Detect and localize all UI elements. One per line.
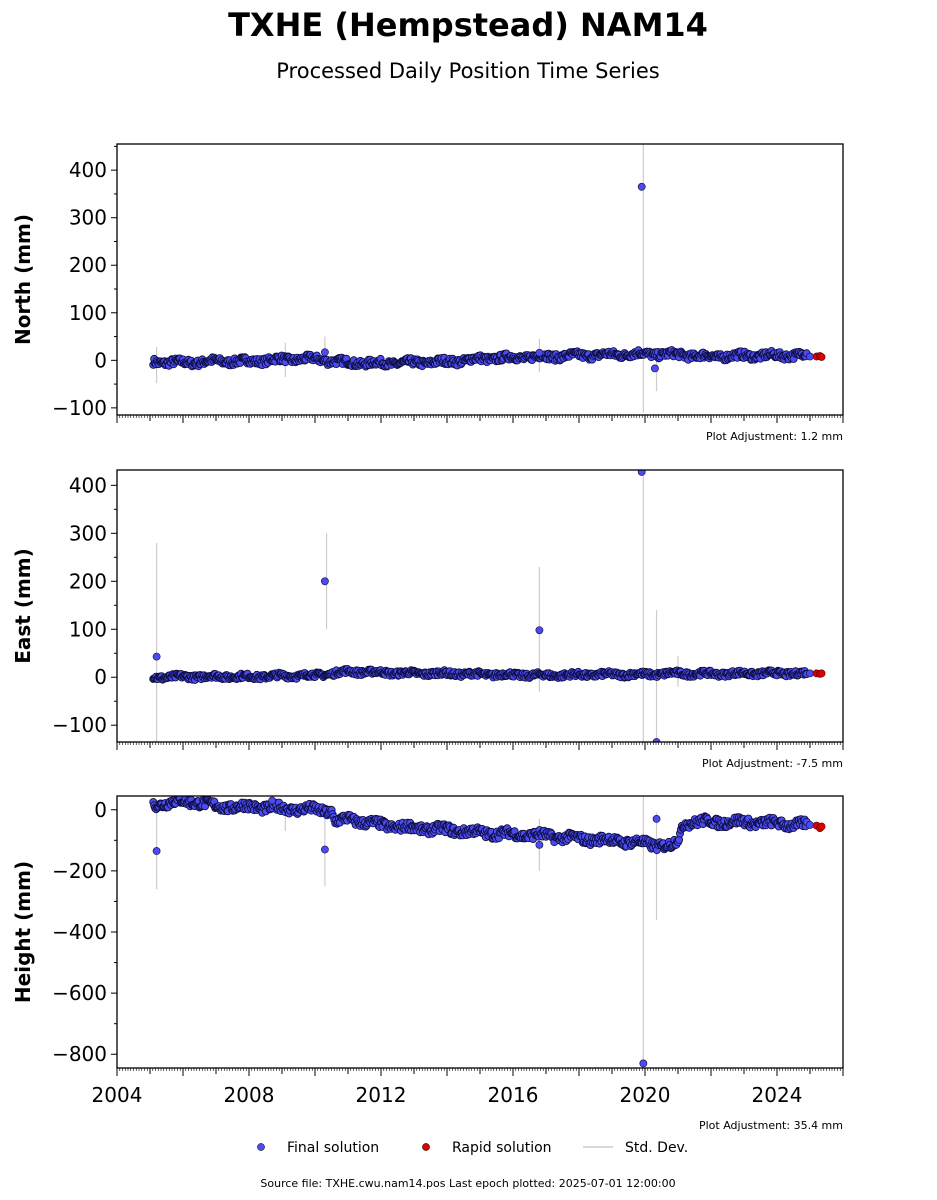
panels: −100 0 100 200 300 400 North (mm) Plot Adjustme… [11,143,844,1132]
final-point [651,364,659,373]
y-tick-label: 100 [69,617,107,641]
legend-entry: Final solution [257,1140,379,1156]
final-point [320,845,329,854]
y-tick-label: −200 [52,859,107,883]
x-tick-label: 2004 [92,1083,143,1107]
plot-frame [116,795,844,1069]
final-point [806,352,814,361]
x-tick-label: 2016 [488,1083,539,1107]
y-axis-label: Height (mm) [11,861,35,1003]
final-point [152,847,161,855]
x-tick-label: 2008 [224,1083,275,1107]
panel-north: −100 0 100 200 300 400 North (mm) Plot Adjustme… [11,143,844,443]
final-point [639,1059,648,1068]
rapid-point [817,822,826,831]
y-axis-label: North (mm) [11,214,35,345]
legend-label: Rapid solution [452,1140,552,1156]
chart-subtitle: Processed Daily Position Time Series [276,59,660,83]
legend-entry: Rapid solution [422,1140,552,1156]
final-point [320,348,329,357]
plot-area [149,144,826,413]
y-tick-label: −100 [52,396,107,420]
plot-area [149,470,826,742]
plot-adjustment-note: Plot Adjustment: 1.2 mm [706,430,843,443]
panel-height: −800 −600 −400 −200 0 2004 2008 2012 2016 2020 202… [11,795,844,1132]
y-axis-label: East (mm) [11,548,35,664]
y-tick-label: 300 [69,521,107,545]
final-point [806,669,814,678]
x-tick-label: 2012 [356,1083,407,1107]
plot-adjustment-note: Plot Adjustment: 35.4 mm [699,1119,843,1132]
x-tick-label: 2024 [752,1083,803,1107]
final-point [268,796,276,805]
y-tick-label: 100 [69,301,107,325]
final-point [652,738,661,742]
final-point [535,840,544,849]
legend-marker [422,1143,430,1151]
legend: Final solution Rapid solution Std. Dev. [257,1140,688,1156]
y-tick-label: 400 [69,158,107,182]
panel-east: −100 0 100 200 300 400 East (mm) Plot Adjustmen… [11,469,844,770]
final-point [152,652,161,661]
final-point [652,815,661,823]
chart-title: TXHE (Hempstead) NAM14 [228,6,708,44]
y-tick-label: 0 [94,348,107,372]
plot-frame [116,143,844,416]
y-tick-label: 400 [69,473,107,497]
rapid-point [817,353,826,361]
y-tick-label: −100 [52,713,107,737]
source-note: Source file: TXHE.cwu.nam14.pos Last epo… [260,1177,675,1190]
final-point [535,626,544,635]
final-point [637,470,646,476]
x-tick-label: 2020 [620,1083,671,1107]
legend-marker [257,1143,265,1151]
final-point [535,348,544,357]
legend-entry: Std. Dev. [583,1140,688,1156]
plot-frame [116,469,844,743]
y-tick-label: −800 [52,1042,107,1066]
plot-adjustment-note: Plot Adjustment: -7.5 mm [702,757,843,770]
y-tick-label: 200 [69,569,107,593]
y-tick-label: −600 [52,981,107,1005]
final-point [320,577,329,586]
rapid-point [817,669,826,678]
y-tick-label: −400 [52,920,107,944]
y-tick-label: 0 [94,798,107,822]
final-point [637,182,646,191]
legend-label: Final solution [287,1140,379,1156]
plot-area [149,796,826,1068]
legend-label: Std. Dev. [625,1140,688,1156]
y-tick-label: 300 [69,206,107,230]
final-point [806,821,814,829]
y-tick-label: 200 [69,253,107,277]
y-tick-label: 0 [94,665,107,689]
